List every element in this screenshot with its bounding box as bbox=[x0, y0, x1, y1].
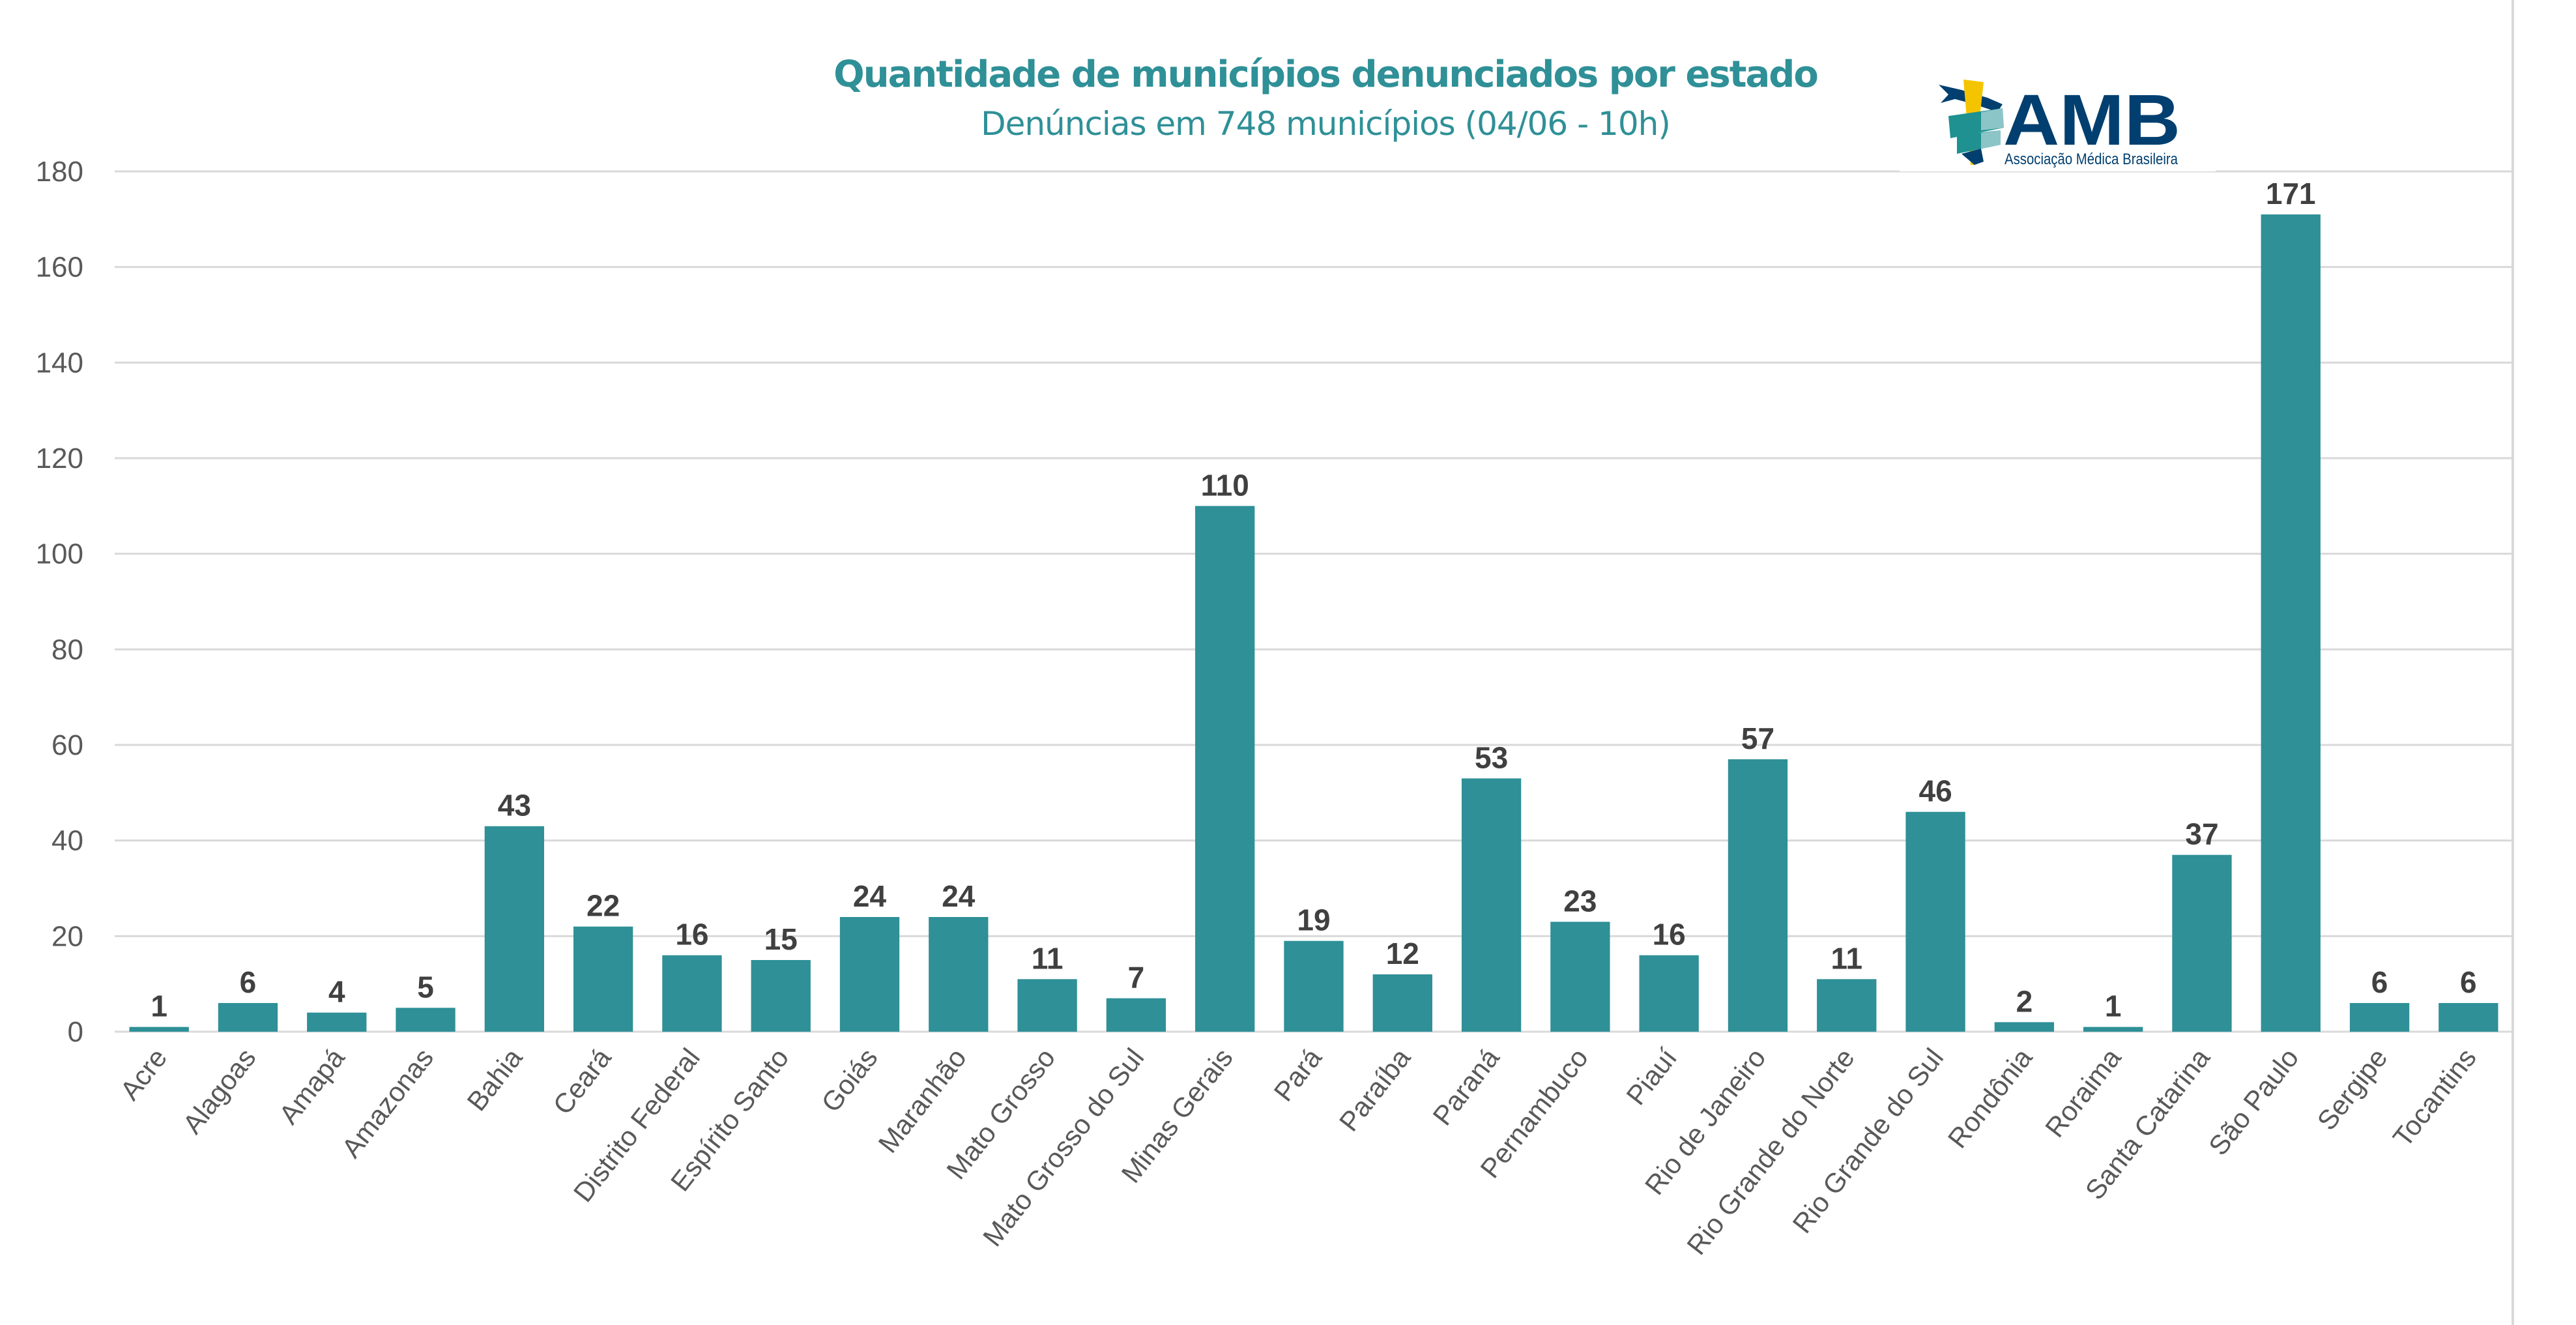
data-label: 19 bbox=[1297, 903, 1330, 937]
y-tick-label: 80 bbox=[51, 633, 83, 665]
data-label: 1 bbox=[151, 989, 167, 1023]
amb-logo: AMB Associação Médica Brasileira bbox=[1900, 68, 2216, 171]
data-label: 110 bbox=[1201, 468, 1249, 502]
data-label: 43 bbox=[498, 789, 531, 823]
x-tick-label: Goiás bbox=[815, 1043, 884, 1118]
y-axis-ticks: 0 20 40 60 80 100 120 140 160 180 bbox=[36, 156, 83, 1048]
x-tick-label: Amapá bbox=[273, 1042, 351, 1129]
bar-alagoas bbox=[218, 1003, 278, 1032]
data-label: 5 bbox=[417, 970, 434, 1004]
x-tick-label: Ceará bbox=[547, 1042, 617, 1120]
bar-rio-grande-do-sul bbox=[1905, 811, 1965, 1032]
data-label: 22 bbox=[586, 889, 620, 923]
y-tick-label: 20 bbox=[51, 920, 83, 952]
bar-maranhão bbox=[929, 917, 989, 1032]
x-tick-label: Acre bbox=[114, 1043, 173, 1106]
x-tick-label: Rondônia bbox=[1942, 1042, 2038, 1154]
x-tick-label: Amazonas bbox=[336, 1043, 439, 1163]
bar-paraná bbox=[1461, 778, 1522, 1032]
y-tick-label: 40 bbox=[51, 825, 83, 857]
data-label: 11 bbox=[1831, 941, 1862, 975]
data-label: 4 bbox=[328, 975, 345, 1009]
data-label: 7 bbox=[1128, 961, 1145, 995]
bar-paraíba bbox=[1372, 974, 1432, 1032]
data-label: 12 bbox=[1386, 937, 1419, 970]
bars bbox=[129, 214, 2498, 1032]
logo-wordmark: AMB bbox=[2003, 80, 2180, 160]
x-tick-label: Rio Grande do Norte bbox=[1681, 1043, 1860, 1260]
bar-roraima bbox=[2083, 1027, 2143, 1032]
data-label: 6 bbox=[2460, 965, 2477, 999]
bar-ceará bbox=[573, 926, 633, 1032]
x-tick-label: Mato Grosso do Sul bbox=[977, 1043, 1150, 1252]
bar-distrito-federal bbox=[662, 955, 722, 1032]
data-label: 57 bbox=[1741, 721, 1774, 755]
y-tick-label: 120 bbox=[36, 443, 83, 474]
bar-espírito-santo bbox=[751, 960, 811, 1032]
bar-pará bbox=[1284, 940, 1344, 1032]
x-tick-label: Sergipe bbox=[2311, 1043, 2393, 1136]
data-label: 46 bbox=[1918, 774, 1952, 808]
data-label: 37 bbox=[2185, 817, 2218, 851]
x-tick-label: Roraima bbox=[2039, 1042, 2127, 1143]
y-tick-label: 100 bbox=[36, 538, 83, 570]
x-tick-label: Pará bbox=[1267, 1042, 1327, 1107]
x-tick-label: Maranhão bbox=[872, 1043, 972, 1159]
bar-rondônia bbox=[1994, 1022, 2055, 1032]
bar-bahia bbox=[484, 826, 544, 1032]
x-tick-label: Paraíba bbox=[1333, 1042, 1417, 1137]
data-label: 15 bbox=[764, 922, 798, 956]
bar-santa-catarina bbox=[2172, 854, 2232, 1032]
data-label: 24 bbox=[853, 879, 887, 913]
logo-tagline: Associação Médica Brasileira bbox=[2004, 151, 2178, 168]
y-tick-label: 0 bbox=[68, 1016, 83, 1048]
chart-title: Quantidade de municípios denunciados por… bbox=[833, 53, 1817, 96]
data-label: 2 bbox=[2016, 984, 2033, 1018]
bar-tocantins bbox=[2439, 1003, 2498, 1032]
y-tick-label: 180 bbox=[36, 156, 83, 188]
y-tick-label: 140 bbox=[36, 347, 83, 379]
bar-minas-gerais bbox=[1195, 506, 1255, 1032]
chart-subtitle: Denúncias em 748 municípios (04/06 - 10h… bbox=[981, 105, 1670, 143]
data-label: 23 bbox=[1563, 884, 1597, 918]
bar-sergipe bbox=[2349, 1003, 2410, 1032]
bar-mato-grosso bbox=[1017, 979, 1077, 1032]
data-label: 1 bbox=[2105, 989, 2122, 1023]
data-label: 24 bbox=[942, 879, 976, 913]
bar-são-paulo bbox=[2261, 214, 2321, 1032]
x-tick-label: Tocantins bbox=[2387, 1043, 2482, 1153]
data-label: 16 bbox=[1653, 918, 1686, 952]
x-tick-label: Paraná bbox=[1426, 1042, 1505, 1131]
data-label: 16 bbox=[675, 918, 708, 952]
bar-mato-grosso-do-sul bbox=[1106, 998, 1166, 1032]
bar-rio-grande-do-norte bbox=[1817, 979, 1877, 1032]
bar-pernambuco bbox=[1550, 922, 1610, 1032]
bar-acre bbox=[129, 1027, 189, 1032]
bar-amapá bbox=[307, 1012, 367, 1032]
data-label: 171 bbox=[2266, 177, 2316, 211]
data-label: 6 bbox=[2371, 965, 2388, 999]
caduceus-icon bbox=[1939, 80, 2004, 165]
x-tick-label: Bahia bbox=[461, 1042, 528, 1116]
x-tick-label: Piauí bbox=[1620, 1042, 1683, 1111]
bar-piauí bbox=[1639, 955, 1699, 1032]
x-tick-label: Rio Grande do Sul bbox=[1786, 1043, 1949, 1239]
bar-goiás bbox=[839, 917, 900, 1032]
y-tick-label: 160 bbox=[36, 252, 83, 284]
data-label: 11 bbox=[1032, 941, 1064, 975]
data-label: 53 bbox=[1475, 740, 1508, 774]
x-tick-label: São Paulo bbox=[2203, 1043, 2304, 1161]
bar-amazonas bbox=[396, 1008, 456, 1032]
bar-rio-de-janeiro bbox=[1728, 759, 1788, 1032]
y-tick-label: 60 bbox=[51, 729, 83, 761]
x-tick-label: Alagoas bbox=[177, 1043, 261, 1140]
data-label: 6 bbox=[240, 965, 257, 999]
